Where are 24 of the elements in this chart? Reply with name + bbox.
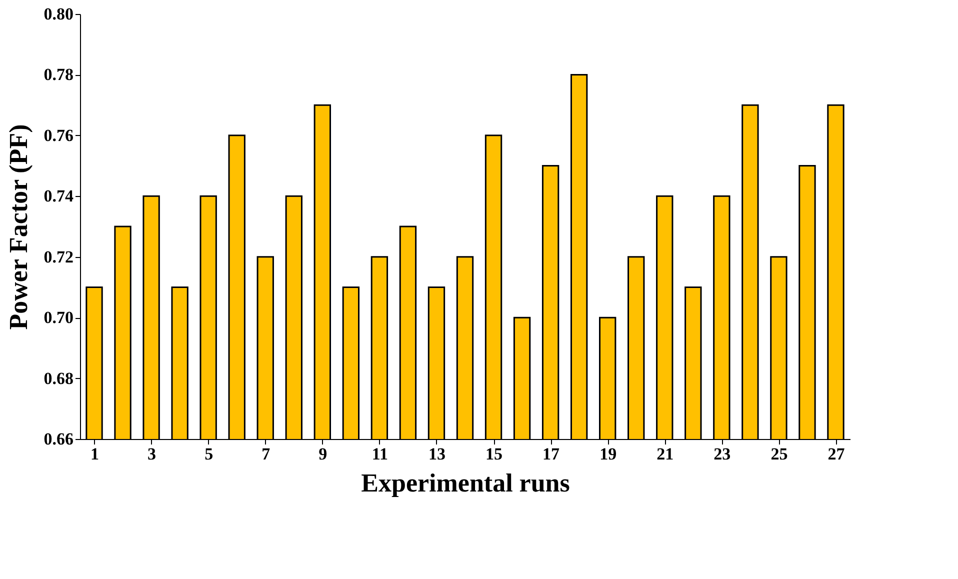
x-tick-label: 9: [318, 444, 328, 464]
x-tick-label: 15: [486, 444, 503, 464]
x-tick-label: 7: [262, 444, 271, 464]
x-axis-title: Experimental runs: [361, 468, 570, 498]
x-tick-label: 19: [600, 444, 617, 464]
x-tick-label: 13: [428, 444, 446, 464]
x-tick-label: 3: [148, 444, 156, 464]
x-tick-label: 5: [204, 444, 214, 464]
y-tick-label: 0.70: [44, 308, 74, 328]
x-tick-label: 23: [714, 444, 731, 464]
y-tick-label: 0.76: [44, 126, 74, 145]
x-tick-label: 27: [828, 444, 846, 464]
y-tick-label: 0.68: [44, 368, 74, 388]
x-tick-label: 17: [542, 444, 560, 464]
x-tick-label: 25: [770, 444, 788, 464]
x-tick-label: 11: [372, 444, 388, 464]
x-tick-label: 21: [656, 444, 674, 464]
y-tick-label: 0.78: [44, 65, 74, 84]
y-tick-label: 0.74: [44, 186, 74, 206]
y-tick-label: 0.80: [44, 4, 74, 24]
x-tick-label: 1: [90, 444, 100, 464]
y-axis-title: Power Factor (PF): [4, 124, 33, 330]
y-tick-label: 0.66: [44, 430, 74, 448]
y-tick-label: 0.72: [44, 247, 74, 266]
